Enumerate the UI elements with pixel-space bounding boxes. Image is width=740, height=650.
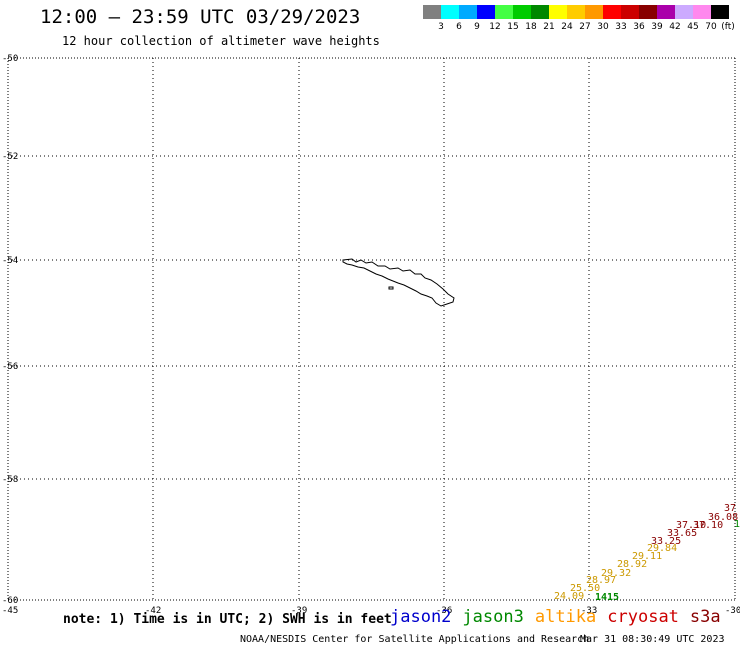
legend-labels: 3 6 9 12 15 18 21 24 27 30 33 36 39 42 45 70 (ft) (423, 22, 740, 36)
lat-label: -50 (2, 54, 18, 64)
wave-height-value: 29.84 (647, 543, 677, 554)
legend-swatch (495, 5, 513, 19)
legend-unit: (ft) (721, 22, 735, 32)
map-title: 12:00 – 23:59 UTC 03/29/2023 (40, 6, 361, 28)
legend-swatch-label: 27 (579, 22, 591, 32)
legend-swatch (657, 5, 675, 19)
legend-swatch-label: 15 (507, 22, 519, 32)
legend-swatch-label: 18 (525, 22, 537, 32)
legend-swatch (621, 5, 639, 19)
satellite-altika: altika (534, 607, 597, 627)
wave-height-value: 37.10 (676, 520, 706, 531)
wave-height-value: 28.97 (586, 575, 616, 586)
legend-swatch-label: 9 (474, 22, 480, 32)
legend-swatch-label: 42 (669, 22, 681, 32)
legend-swatch-label: 3 (438, 22, 444, 32)
satellite-jason2: jason2 (390, 607, 452, 627)
lon-label: -45 (2, 606, 18, 616)
wave-height-value: 28.92 (617, 559, 647, 570)
legend-swatch (675, 5, 693, 19)
legend-swatch-label: 24 (561, 22, 573, 32)
legend-swatches (423, 5, 740, 19)
legend-swatch (639, 5, 657, 19)
satellite-s3a: s3a (689, 607, 721, 627)
island-outline (342, 258, 455, 307)
lat-label: -60 (2, 596, 18, 606)
legend-swatch-label: 36 (633, 22, 645, 32)
lon-label: -33 (581, 606, 597, 616)
legend-swatch-label: 45 (687, 22, 699, 32)
wave-height-value: 37.10 (693, 520, 723, 531)
wave-height-value: 33.65 (667, 528, 697, 539)
satellite-legend: jason2 jason3 altika cryosat s3a (390, 607, 721, 627)
legend-swatch-label: 6 (456, 22, 462, 32)
legend-swatch (711, 5, 729, 19)
credit-line: NOAA/NESDIS Center for Satellite Applica… (240, 634, 590, 645)
legend-swatch-label: 33 (615, 22, 627, 32)
legend-swatch-label: 39 (651, 22, 663, 32)
legend-swatch (549, 5, 567, 19)
wave-height-value: 29.11 (632, 551, 662, 562)
legend-swatch (531, 5, 549, 19)
legend-swatch (477, 5, 495, 19)
legend-swatch (693, 5, 711, 19)
wave-height-value: 1 (734, 519, 740, 530)
legend-swatch-label: 30 (597, 22, 609, 32)
legend-swatch (423, 5, 441, 19)
lat-label: -52 (2, 152, 18, 162)
lon-label: -42 (145, 606, 161, 616)
wave-height-value: 1415 (595, 592, 619, 603)
generation-timestamp: Mar 31 08:30:49 UTC 2023 (580, 634, 725, 645)
legend-swatch (603, 5, 621, 19)
lat-label: -54 (2, 256, 18, 266)
lat-label: -58 (2, 475, 18, 485)
wave-height-value: 29.32 (601, 568, 631, 579)
map-subtitle: 12 hour collection of altimeter wave hei… (62, 34, 380, 48)
wave-height-value: 24.09 (554, 591, 584, 602)
wave-height-value: 33.25 (651, 536, 681, 547)
satellite-cryosat: cryosat (607, 607, 679, 627)
footer-note: note: 1) Time is in UTC; 2) SWH is in fe… (63, 612, 392, 627)
lon-label: -30 (725, 606, 740, 616)
wave-height-value: 36.08 (708, 512, 738, 523)
legend-swatch (441, 5, 459, 19)
legend-swatch-label: 12 (489, 22, 501, 32)
lon-label: -36 (436, 606, 452, 616)
legend-swatch (513, 5, 531, 19)
legend-swatch-label: 21 (543, 22, 555, 32)
wave-height-value: 37 (724, 503, 736, 514)
lat-label: -56 (2, 362, 18, 372)
lon-label: -39 (291, 606, 307, 616)
wave-height-value: 25.50 (570, 583, 600, 594)
legend-swatch (567, 5, 585, 19)
wave-height-legend: 3 6 9 12 15 18 21 24 27 30 33 36 39 42 45 70 (ft) (423, 5, 740, 36)
legend-swatch (585, 5, 603, 19)
legend-swatch (459, 5, 477, 19)
satellite-jason3: jason3 (462, 607, 524, 627)
island-detail (388, 286, 394, 290)
legend-swatch-label: 70 (705, 22, 717, 32)
